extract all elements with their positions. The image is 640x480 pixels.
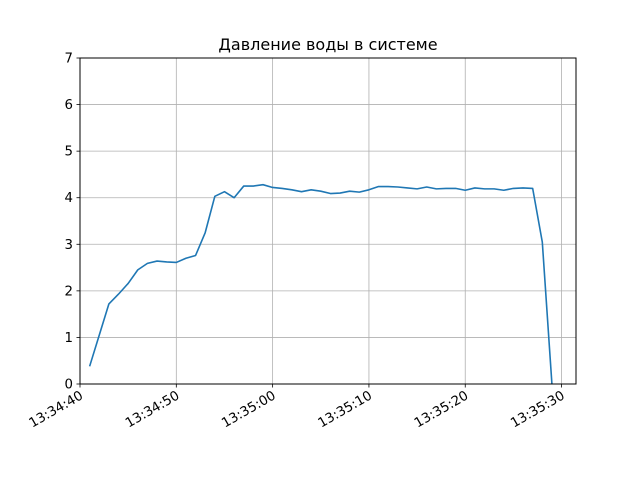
y-axis: 0 1 2 3 4 5 6 7 [65,52,80,393]
y-tick-label: 5 [65,145,73,160]
y-tick-label: 3 [65,238,73,253]
y-tick-label: 7 [65,52,73,67]
y-tick-label: 6 [65,98,73,113]
y-tick-label: 2 [65,284,73,299]
y-tick-label: 4 [65,191,73,206]
y-tick-label: 0 [65,378,73,393]
plot-area-frame [79,57,577,385]
series-line-pressure [88,183,553,385]
y-tick-label: 1 [65,331,73,346]
chart-title: Давление воды в системе [218,35,437,54]
series-layer [88,183,553,385]
